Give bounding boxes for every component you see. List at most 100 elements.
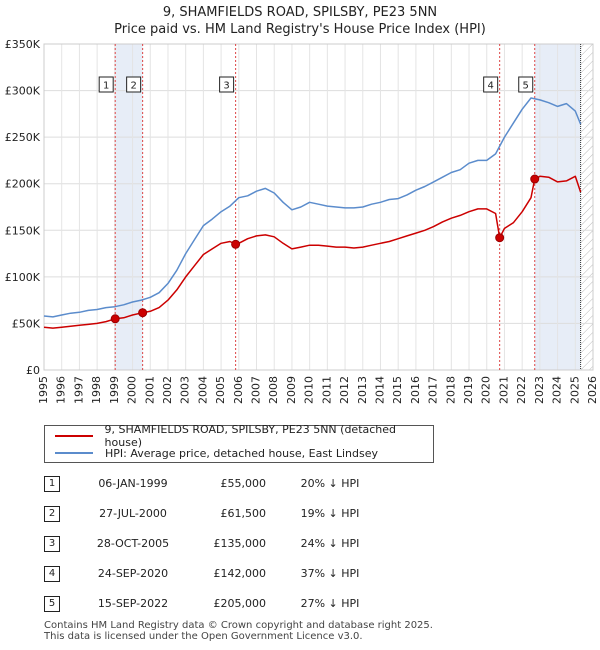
x-tick-label: 2000 (126, 376, 139, 404)
sale-price: £205,000 (213, 597, 267, 610)
sale-label: 1 (98, 76, 114, 93)
x-tick-label: 2009 (285, 376, 298, 404)
x-tick-label: 1999 (108, 376, 121, 404)
sale-label-box (219, 76, 235, 93)
x-tick-label: 2014 (373, 376, 386, 404)
sale-hpi-diff: 27% ↓ HPI (300, 597, 360, 610)
sale-point (231, 239, 241, 249)
plot-border (43, 43, 594, 371)
x-tick-label: 2005 (214, 376, 227, 404)
footer-copyright: Contains HM Land Registry data © Crown c… (44, 620, 433, 631)
sale-price: £142,000 (213, 567, 267, 580)
sale-label-box (126, 76, 142, 93)
sale-row: 5 15-SEP-2022 £205,000 27% ↓ HPI (0, 596, 600, 612)
sale-date: 24-SEP-2020 (97, 567, 169, 580)
x-tick-label: 2012 (338, 376, 351, 404)
x-tick-label: 1997 (72, 376, 85, 404)
footer-licence: This data is licensed under the Open Gov… (44, 631, 363, 642)
x-tick-label: 2006 (232, 376, 245, 404)
legend-label-hpi: HPI: Average price, detached house, East… (105, 446, 379, 460)
x-tick-label: 2003 (179, 376, 192, 404)
x-tick-label: 2018 (444, 376, 457, 404)
chart-title: 9, SHAMFIELDS ROAD, SPILSBY, PE23 5NN Pr… (0, 4, 600, 38)
y-tick-label: £200K (5, 178, 41, 191)
sale-label: 3 (219, 76, 235, 93)
sale-hpi-diff: 24% ↓ HPI (300, 537, 360, 550)
legend-item-hpi: HPI: Average price, detached house, East… (45, 445, 433, 461)
x-tick-label: 2019 (462, 376, 475, 404)
y-tick-label: £150K (5, 224, 41, 237)
sale-date: 06-JAN-1999 (98, 477, 168, 490)
sale-label-box (98, 76, 114, 93)
x-tick-label: 2021 (497, 376, 510, 404)
sale-number-badge: 3 (44, 536, 60, 552)
x-tick-label: 2001 (143, 376, 156, 404)
sale-hpi-diff: 19% ↓ HPI (300, 507, 360, 520)
y-tick-label: £50K (12, 317, 41, 330)
x-tick-label: 2007 (250, 376, 263, 404)
sale-row: 4 24-SEP-2020 £142,000 37% ↓ HPI (0, 566, 600, 582)
ownership-shade (115, 44, 143, 370)
x-tick-label: 1995 (37, 376, 50, 404)
x-tick-label: 2010 (303, 376, 316, 404)
sale-hpi-diff: 37% ↓ HPI (300, 567, 360, 580)
price-chart: 1 2 3 4 5 £0 £50K £100K £150K £200K £250K £300K £350… (5, 38, 599, 404)
sale-date: 27-JUL-2000 (99, 507, 167, 520)
sale-label: 5 (518, 76, 534, 93)
y-tick-label: £350K (5, 38, 41, 51)
title-address: 9, SHAMFIELDS ROAD, SPILSBY, PE23 5NN (162, 5, 438, 20)
legend-label-property: 9, SHAMFIELDS ROAD, SPILSBY, PE23 5NN (d… (104, 423, 397, 449)
sale-number-badge: 5 (44, 596, 60, 612)
x-tick-label: 2026 (586, 376, 599, 404)
sale-hpi-diff: 20% ↓ HPI (300, 477, 360, 490)
sale-label: 4 (483, 76, 499, 93)
sale-row: 1 06-JAN-1999 £55,000 20% ↓ HPI (0, 476, 600, 492)
x-tick-label: 2011 (320, 376, 333, 404)
sale-price: £135,000 (213, 537, 267, 550)
y-tick-label: £100K (5, 271, 41, 284)
sale-number-badge: 2 (44, 506, 60, 522)
x-tick-label: 2017 (427, 376, 440, 404)
legend-swatch-hpi (55, 452, 93, 454)
x-tick-label: 2004 (196, 376, 209, 404)
sale-point (495, 233, 505, 243)
footer: Contains HM Land Registry data © Crown c… (44, 620, 433, 642)
sale-label-box (483, 76, 499, 93)
sale-label-text: 1 (103, 81, 109, 92)
x-tick-label: 2022 (515, 376, 528, 404)
sale-label-text: 3 (223, 81, 229, 92)
y-tick-label: £0 (26, 364, 40, 377)
y-tick-label: £250K (5, 131, 41, 144)
sale-point (110, 314, 120, 324)
x-tick-label: 1996 (55, 376, 68, 404)
x-tick-label: 2025 (568, 376, 581, 404)
x-tick-label: 2015 (391, 376, 404, 404)
sale-row: 3 28-OCT-2005 £135,000 24% ↓ HPI (0, 536, 600, 552)
sale-price: £61,500 (220, 507, 267, 520)
sale-date: 15-SEP-2022 (97, 597, 169, 610)
x-tick-label: 2016 (409, 376, 422, 404)
future-hatch (580, 44, 593, 370)
x-tick-label: 2013 (356, 376, 369, 404)
sale-number-badge: 4 (44, 566, 60, 582)
sale-label-text: 5 (523, 81, 529, 92)
sale-point (138, 308, 148, 318)
title-subtitle: Price paid vs. HM Land Registry's House … (114, 22, 486, 37)
sale-price: £55,000 (220, 477, 267, 490)
x-tick-label: 2020 (480, 376, 493, 404)
x-tick-label: 2008 (267, 376, 280, 404)
sale-label-text: 4 (487, 81, 493, 92)
x-tick-label: 2023 (533, 376, 546, 404)
legend: 9, SHAMFIELDS ROAD, SPILSBY, PE23 5NN (d… (44, 423, 434, 463)
sale-label-box (518, 76, 534, 93)
sale-number-badge: 1 (44, 476, 60, 492)
hpi-line (43, 97, 582, 318)
legend-swatch-property (55, 435, 93, 437)
legend-item-property: 9, SHAMFIELDS ROAD, SPILSBY, PE23 5NN (d… (45, 423, 433, 449)
x-tick-label: 2024 (551, 376, 564, 404)
x-tick-label: 2002 (161, 376, 174, 404)
sale-date: 28-OCT-2005 (96, 537, 170, 550)
y-tick-label: £300K (5, 85, 41, 98)
sale-label: 2 (126, 76, 142, 93)
